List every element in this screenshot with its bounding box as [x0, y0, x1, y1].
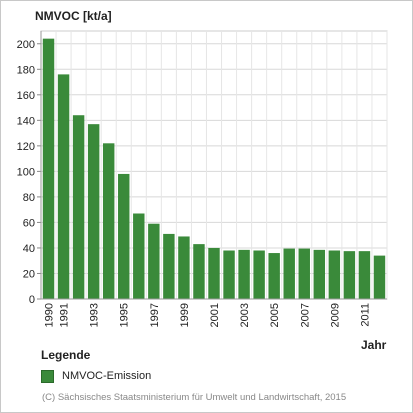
x-tick-label: 1993	[89, 303, 101, 327]
legend-title: Legende	[41, 348, 91, 362]
bar	[178, 236, 190, 299]
x-tick-label: 2003	[239, 303, 251, 327]
x-tick-label: 1990	[44, 303, 56, 327]
x-tick-label: 2009	[329, 303, 341, 327]
y-tick-label: 100	[17, 166, 35, 178]
x-tick-labels: 1990 1991 1993 1995 1997 1999 2001 2003 2005 2007…	[44, 303, 372, 327]
y-tick-label: 120	[17, 141, 35, 153]
x-tick-label: 1999	[179, 303, 191, 327]
x-tick-label: 2005	[269, 303, 281, 327]
y-tick-label: 60	[23, 217, 35, 229]
bar	[72, 115, 85, 299]
y-tick-label: 180	[17, 64, 35, 76]
x-tick-label: 2011	[359, 303, 371, 327]
bar	[118, 173, 130, 299]
bars	[42, 38, 386, 300]
y-tick-label: 0	[29, 294, 35, 306]
bar	[268, 253, 280, 299]
bar	[253, 250, 265, 299]
bar	[238, 249, 250, 299]
y-axis-title: NMVOC [kt/a]	[35, 9, 112, 23]
bar	[328, 250, 341, 299]
bar	[283, 248, 295, 299]
bar	[208, 247, 220, 299]
y-tick-label: 40	[23, 243, 35, 255]
y-tick-labels: 0 20 40 60 80 100 120 140 160 180 200	[17, 39, 35, 306]
bar	[343, 251, 356, 299]
bar	[42, 38, 55, 300]
copyright-footer: (C) Sächsisches Staatsministerium für Um…	[42, 392, 347, 403]
bar	[223, 250, 235, 299]
legend-swatch	[41, 370, 54, 383]
y-tick-label: 140	[17, 115, 35, 127]
x-tick-label: 1997	[149, 303, 161, 327]
x-tick-label: 1991	[59, 303, 71, 327]
y-tick-label: 200	[17, 39, 35, 51]
x-axis-title: Jahr	[361, 338, 387, 352]
bar	[298, 248, 310, 299]
bar	[57, 74, 70, 299]
y-tick-label: 80	[23, 192, 35, 204]
legend-label: NMVOC-Emission	[62, 370, 152, 382]
y-tick-label: 20	[23, 268, 35, 280]
bar	[358, 251, 371, 299]
y-tick-label: 160	[17, 90, 35, 102]
bar	[102, 143, 115, 299]
x-tick-label: 1995	[119, 303, 131, 327]
bar	[193, 244, 205, 299]
bar	[87, 124, 100, 300]
x-tick-label: 2007	[299, 303, 311, 327]
bar	[163, 233, 175, 299]
bar	[373, 255, 386, 299]
bar	[313, 249, 326, 299]
bar	[148, 223, 160, 299]
axes	[37, 31, 387, 300]
bar	[133, 213, 145, 299]
x-tick-label: 2001	[209, 303, 221, 327]
